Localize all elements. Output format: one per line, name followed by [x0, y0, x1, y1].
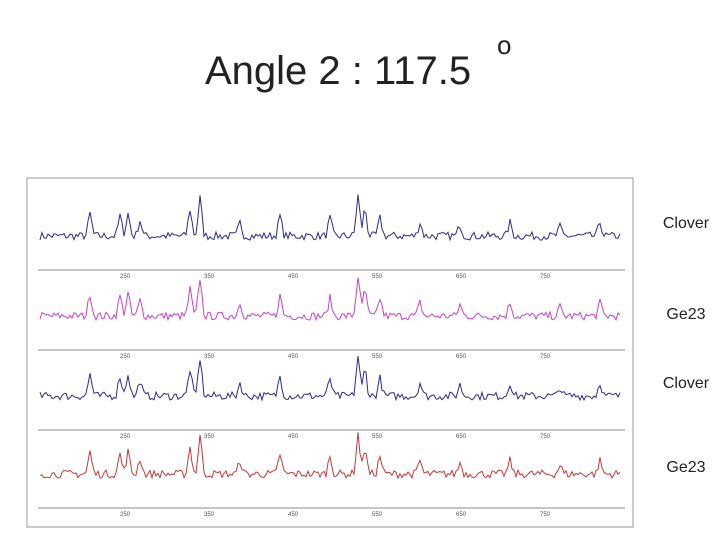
spectrum-trace: [39, 277, 621, 322]
axis-label: 750: [540, 434, 551, 440]
axis-label: 750: [540, 274, 551, 280]
axis-label: 250: [120, 354, 131, 360]
title-superscript: o: [497, 30, 511, 60]
axis-label: 450: [288, 274, 299, 280]
axis-label: 650: [456, 434, 467, 440]
panel-label: Ge23: [666, 306, 705, 323]
axis-label: 350: [204, 354, 215, 360]
axis-label: 750: [540, 512, 551, 518]
axis-label: 450: [288, 434, 299, 440]
axis-label: 350: [204, 512, 215, 518]
axis-label: 650: [456, 354, 467, 360]
axis-label: 350: [204, 434, 215, 440]
axis-label: 250: [120, 434, 131, 440]
axis-label: 750: [540, 354, 551, 360]
spectrum-trace: [40, 432, 621, 480]
axis-label: 550: [372, 274, 383, 280]
axis-label: 550: [372, 354, 383, 360]
spectra-image-frame: [26, 177, 634, 528]
spectrum-trace: [39, 194, 621, 242]
axis-label: 550: [372, 512, 383, 518]
axis-label: 450: [288, 512, 299, 518]
panel-label: Clover: [663, 215, 710, 232]
axis-label: 250: [120, 274, 131, 280]
axis-label: 550: [372, 434, 383, 440]
panel-label: Clover: [663, 375, 710, 392]
spectrum-trace: [39, 355, 621, 402]
axis-label: 450: [288, 354, 299, 360]
axis-label: 350: [204, 274, 215, 280]
panel-label: Ge23: [666, 459, 705, 476]
title: Angle 2 : 117.5: [205, 49, 471, 93]
spectra-panels: 250 350 450 550 650 750 Clover 250 350 450 550 650 7…: [38, 194, 710, 518]
axis-label: 650: [456, 274, 467, 280]
axis-label: 250: [120, 512, 131, 518]
axis-label: 650: [456, 512, 467, 518]
